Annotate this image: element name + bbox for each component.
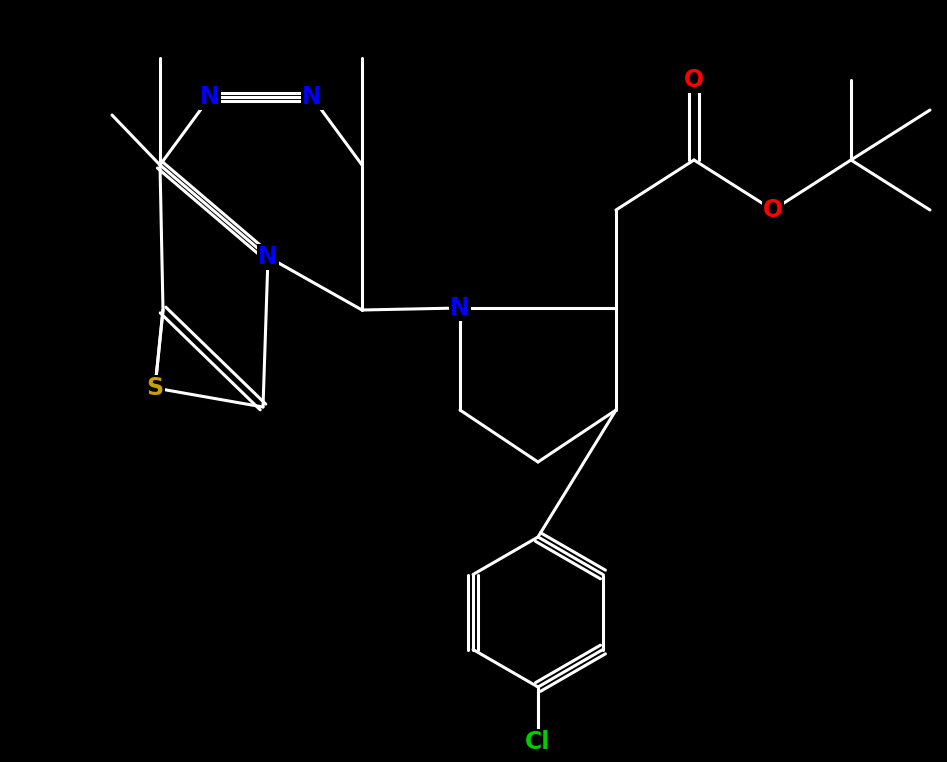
Text: Cl: Cl: [526, 730, 551, 754]
Text: O: O: [684, 68, 704, 92]
Text: S: S: [147, 376, 164, 400]
Text: N: N: [450, 296, 470, 320]
Text: N: N: [259, 245, 277, 269]
Text: O: O: [763, 198, 783, 222]
Text: N: N: [302, 85, 322, 109]
Text: N: N: [200, 85, 220, 109]
